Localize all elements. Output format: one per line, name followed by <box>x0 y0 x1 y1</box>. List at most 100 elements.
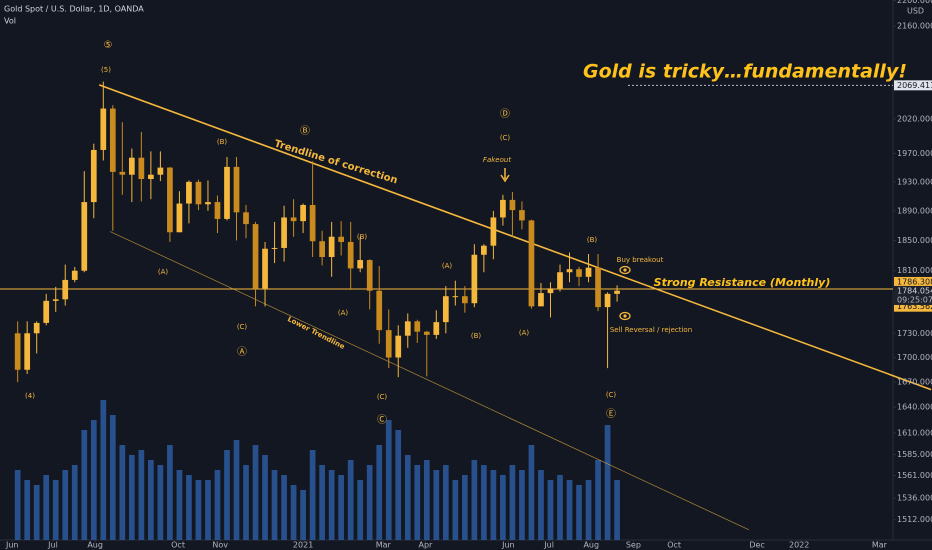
volume-bar <box>338 475 345 540</box>
y-tick-label: 1850.000 <box>897 236 932 245</box>
volume-layer <box>14 400 620 540</box>
price-marker-box <box>894 285 932 296</box>
candle-body <box>128 157 135 175</box>
x-tick-label: Aug <box>583 541 599 550</box>
price-marker-label: 2069.411 <box>897 81 932 90</box>
y-tick-label: 1536.000 <box>897 493 932 502</box>
wave-label: (C) <box>237 323 248 331</box>
candle-body <box>385 330 392 358</box>
volume-bar <box>43 475 50 540</box>
candle-body <box>252 224 259 289</box>
y-tick-label: 2200.000 <box>897 0 932 5</box>
volume-bar <box>233 440 240 540</box>
y-tick-label: 2160.000 <box>897 22 932 31</box>
candle-body <box>585 267 592 277</box>
note: Buy breakout <box>617 256 664 264</box>
candle-body <box>43 300 50 323</box>
candle-body <box>566 269 573 273</box>
volume-bar <box>376 445 383 540</box>
price-marker-box <box>894 276 932 287</box>
candle-body <box>614 290 620 294</box>
volume-bar <box>214 470 221 540</box>
volume-bar <box>404 455 411 540</box>
candle-body <box>395 335 402 358</box>
candle-body <box>109 108 116 172</box>
wave-label: (B) <box>587 236 598 244</box>
volume-bar <box>309 450 316 540</box>
eye-icon <box>623 314 627 318</box>
x-tick-label: Oct <box>667 541 681 550</box>
candle-body <box>471 254 478 304</box>
candle-body <box>290 217 297 222</box>
volume-bar <box>186 475 192 540</box>
volume-bar <box>14 470 21 540</box>
x-tick-label: Oct <box>171 541 185 550</box>
price-marker-box <box>894 301 932 312</box>
arrow <box>500 168 510 183</box>
volume-bar <box>509 465 516 540</box>
y-tick-label: 1585.000 <box>897 450 932 459</box>
resistance-label: Strong Resistance (Monthly) <box>654 276 831 289</box>
candle-body <box>433 322 440 335</box>
volume-bar <box>576 485 582 540</box>
countdown-label: 09:25:07 <box>897 295 932 304</box>
volume-bar <box>414 465 421 540</box>
axis-layer: 2200.000 2160.000 2020.000 1970.000 1930.000… <box>5 0 932 550</box>
volume-bar <box>138 450 145 540</box>
x-tick-label: Nov <box>212 541 228 550</box>
volume-bar <box>90 420 97 540</box>
candle-body <box>205 202 211 205</box>
candle-body <box>81 202 88 271</box>
y-tick-label: 1610.000 <box>897 428 932 437</box>
candle-body <box>186 181 192 204</box>
candle-body <box>528 220 535 307</box>
volume-bar <box>357 480 364 540</box>
x-tick-label: Sep <box>626 541 641 550</box>
volume-bar <box>328 470 335 540</box>
candle-body <box>366 260 373 291</box>
volume-bar <box>167 445 173 540</box>
volume-bar <box>148 460 154 540</box>
volume-bar <box>224 450 230 540</box>
candle-body <box>576 269 582 277</box>
candle-body <box>461 296 468 304</box>
candle-body <box>538 293 544 307</box>
candle-body <box>309 205 316 242</box>
candle-body <box>338 236 345 242</box>
volume-bar <box>71 465 78 540</box>
volume-bar <box>300 490 306 540</box>
candle-body <box>500 199 506 218</box>
volume-bar <box>81 430 88 540</box>
price-marker-label: 1763.562 <box>897 302 932 311</box>
candle-body <box>195 181 202 205</box>
price-marker-label: 1786.308 <box>897 277 932 286</box>
candle-body <box>243 212 249 225</box>
candle-body <box>357 260 364 269</box>
volume-bar <box>195 480 202 540</box>
wave-label: (C) <box>377 393 388 401</box>
candle-body <box>14 333 21 370</box>
candle-body <box>595 267 601 308</box>
candle-body <box>442 296 449 323</box>
x-tick-label: Mar <box>872 541 888 550</box>
x-tick-label: Jun <box>5 541 19 550</box>
wave-label: Ⓔ <box>606 408 616 420</box>
candle-body <box>347 241 354 269</box>
note: Fakeout <box>483 156 511 164</box>
wave-label: (A) <box>519 329 530 337</box>
candle-layer <box>14 81 620 383</box>
y-tick-label: 1561.000 <box>897 471 932 480</box>
currency-label: USD <box>907 7 924 16</box>
wave-label: (B) <box>357 233 368 241</box>
volume-bar <box>614 480 620 540</box>
volume-bar <box>595 460 601 540</box>
volume-bar <box>385 420 392 540</box>
volume-bar <box>128 455 135 540</box>
candle-body <box>300 205 306 222</box>
y-tick-label: 1810.000 <box>897 266 932 275</box>
volume-bar <box>366 465 373 540</box>
x-tick-label: Jul <box>543 541 554 550</box>
candle-body <box>214 202 221 219</box>
candle-body <box>100 108 107 150</box>
